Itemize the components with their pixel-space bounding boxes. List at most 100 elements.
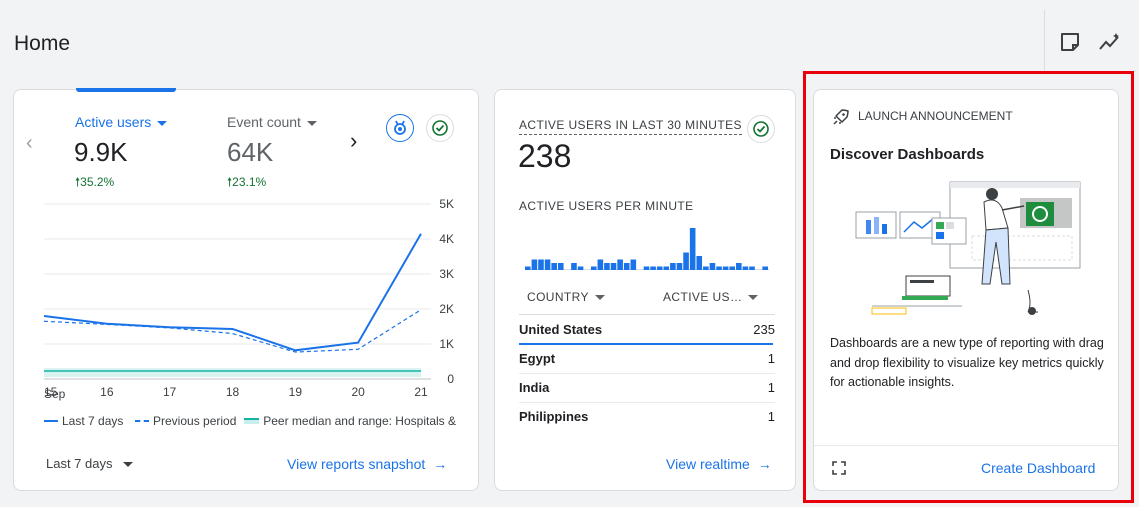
minute-bar [689,228,696,270]
minute-bar [676,263,683,270]
chevron-down-icon [122,462,133,468]
minute-bar [709,263,716,270]
minute-bar [623,263,630,270]
view-reports-snapshot-link[interactable]: View reports snapshot → [287,456,448,472]
sparkline-icon[interactable] [1098,31,1120,53]
benchmark-icon [394,120,406,135]
y-tick-label: 2K [439,302,454,316]
legend-previous-period: Previous period [135,414,236,428]
minute-bar [643,266,650,270]
insights-note-icon[interactable] [1059,31,1081,53]
minute-bar [617,259,623,270]
realtime-value: 238 [518,138,572,174]
table-divider [519,314,775,315]
metric-tab-active-users[interactable]: Active users [75,114,168,130]
minute-bar [571,263,577,270]
x-tick-label: 17 [163,385,177,399]
rocket-icon [832,108,850,131]
prev-arrow-icon[interactable]: ‹ [26,132,33,154]
metric-value: 9.9K [74,137,128,167]
minute-bar [749,266,755,270]
series-line-previous-period [43,309,422,353]
table-row: Egypt 1 [519,351,775,366]
country-column-header[interactable]: COUNTRY [527,290,605,304]
minute-bar [716,266,722,270]
minute-bar [736,263,742,270]
realtime-card: ACTIVE USERS IN LAST 30 MINUTES 238 ACTI… [494,89,796,491]
series-line-last-7-days [43,233,422,352]
view-realtime-link[interactable]: View realtime → [666,456,772,472]
minute-bar [683,252,689,270]
legend-last-7-days: Last 7 days [44,414,123,428]
chevron-down-icon [157,120,168,126]
chevron-down-icon [594,295,605,301]
minute-bar [650,266,656,270]
minute-bar [538,259,544,270]
x-tick-label: 20 [351,385,365,399]
overview-line-chart: 5K 4K 3K 2K 1K 0 15 16 17 18 19 20 21 [43,197,454,399]
minute-bar [722,266,729,270]
metric-change: 🠕35.2% [75,175,115,189]
table-row: United States 235 [519,322,775,337]
minute-bar [597,259,604,270]
peer-range-band [44,368,421,377]
chevron-down-icon [748,295,759,301]
minute-bar [630,259,637,270]
legend-peer-range: Peer median and range: Hospitals & [244,414,456,428]
active-users-column-header[interactable]: ACTIVE US… [663,290,759,304]
metric-change: 🠕23.1% [227,175,267,189]
check-status-button[interactable] [426,114,454,142]
y-tick-label: 4K [439,232,454,246]
overview-card: ‹ Active users 9.9K 🠕35.2% Event count 6… [13,88,479,491]
x-tick-label: 21 [414,385,428,399]
expand-icon[interactable] [832,461,846,480]
table-row: Philippines 1 [519,409,775,424]
date-range-dropdown[interactable]: Last 7 days [46,456,133,471]
create-dashboard-button[interactable]: Create Dashboard [981,460,1096,476]
announcement-body: Dashboards are a new type of reporting w… [830,336,1104,389]
minute-bar [577,266,584,270]
minute-bar [604,263,610,270]
minute-bar [544,259,551,270]
card-footer-divider [814,445,1118,446]
minute-bar [557,263,564,270]
x-tick-label: 18 [226,385,240,399]
next-arrow-icon[interactable]: › [350,128,358,153]
metric-label: Event count [227,114,301,130]
realtime-title: ACTIVE USERS IN LAST 30 MINUTES [519,118,742,135]
benchmark-button[interactable] [386,114,414,142]
launch-kicker: LAUNCH ANNOUNCEMENT [858,109,1013,123]
metric-label: Active users [75,114,152,130]
page-title: Home [14,32,71,55]
arrow-up-icon: 🠕 [227,175,233,189]
minute-bar [590,266,597,270]
dashboards-illustration [855,181,1081,315]
minute-bar [703,266,709,270]
metric-value: 64K [227,137,274,167]
arrow-up-icon: 🠕 [75,175,81,189]
announcement-card: LAUNCH ANNOUNCEMENT Discover Dashboards … [813,89,1119,491]
table-row: India 1 [519,380,775,395]
minute-bar [610,263,617,270]
chevron-down-icon [306,120,317,126]
per-minute-bar-chart [525,228,769,270]
per-minute-label: ACTIVE USERS PER MINUTE [519,199,694,213]
minute-bar [696,256,703,270]
minute-bar [531,259,538,270]
y-tick-label: 0 [447,372,454,386]
row-share-bar [519,343,773,345]
highlight-box [803,71,1134,503]
minute-bar [762,266,768,270]
arrow-right-icon: → [433,456,448,472]
arrow-right-icon: → [757,456,772,472]
minute-bar [742,266,749,270]
x-tick-label: 16 [100,385,114,399]
minute-bar [663,266,670,270]
y-tick-label: 1K [439,337,454,351]
x-tick-label: 15 [44,385,58,399]
metric-tab-event-count[interactable]: Event count [227,114,317,130]
check-circle-icon [432,120,448,136]
y-tick-label: 3K [439,267,454,281]
minute-bar [525,266,531,270]
check-status-button[interactable] [747,115,775,143]
